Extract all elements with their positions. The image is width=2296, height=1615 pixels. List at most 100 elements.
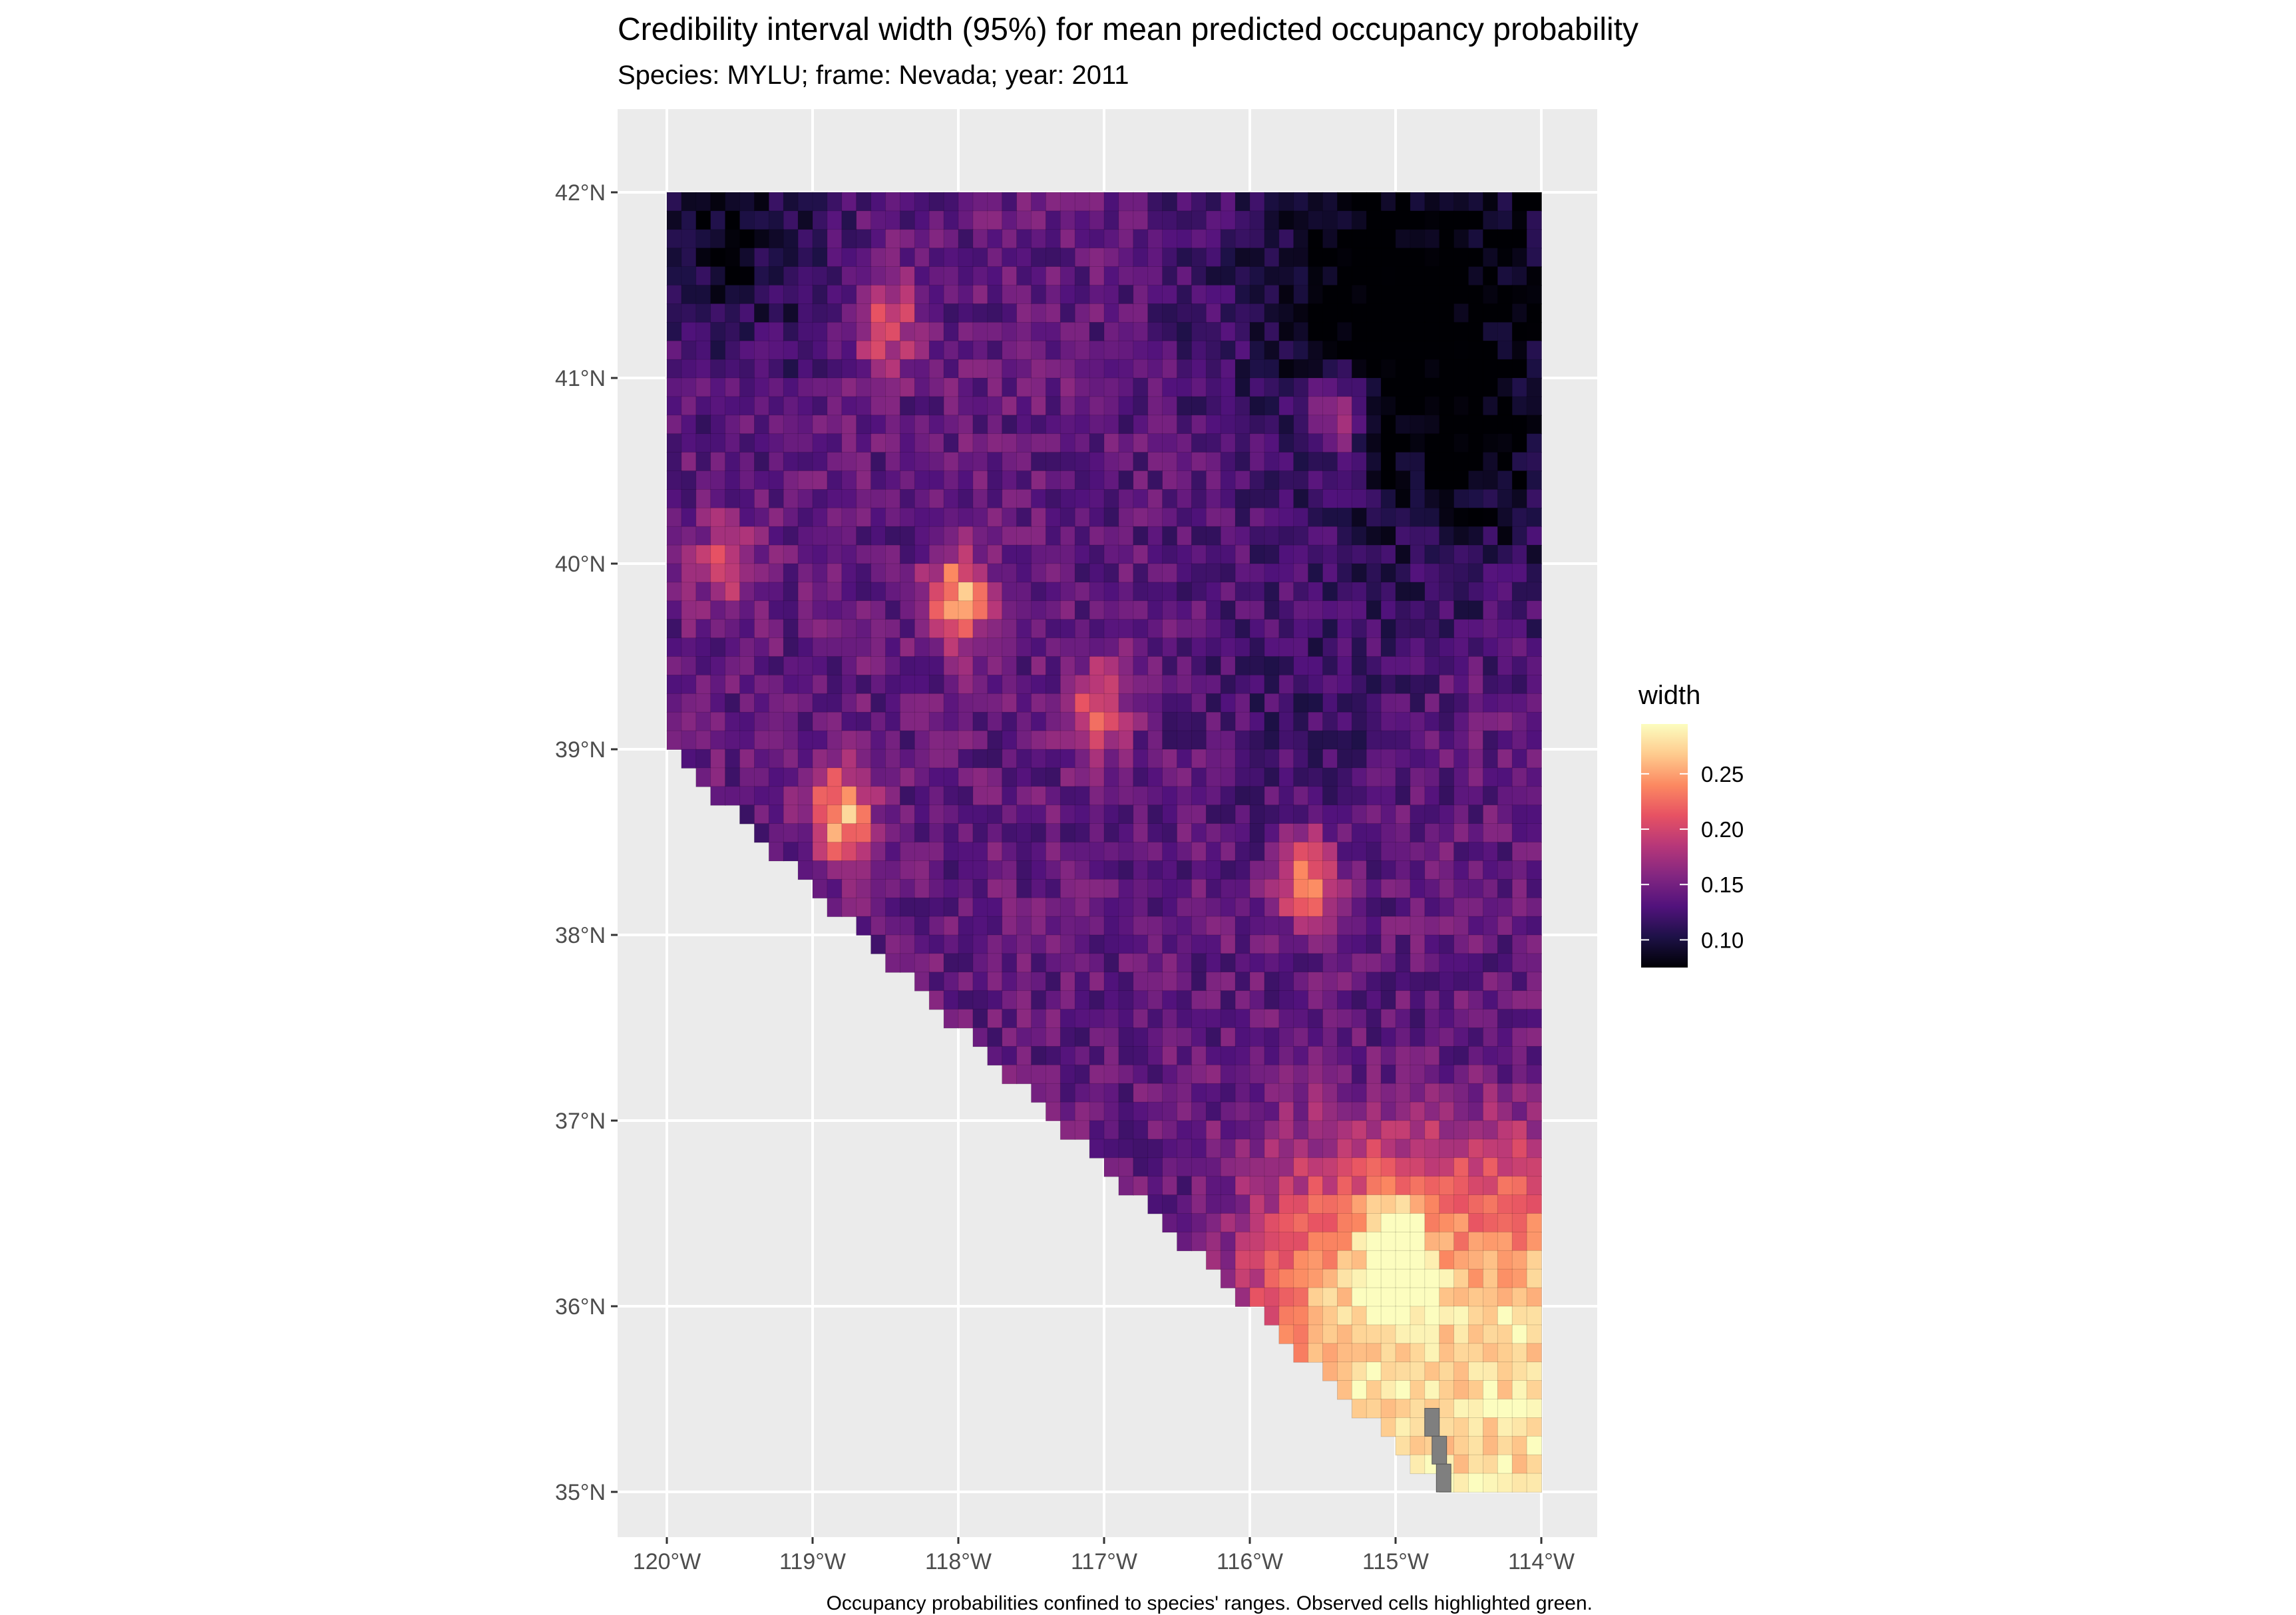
grid-cell (1497, 1435, 1513, 1456)
grid-cell (1337, 396, 1353, 416)
grid-cell (1526, 1101, 1543, 1121)
grid-cell (1337, 489, 1353, 509)
grid-cell (1380, 656, 1397, 676)
grid-cell (812, 600, 828, 620)
grid-cell (1133, 637, 1149, 657)
grid-cell (1089, 1083, 1105, 1103)
grid-cell (1424, 1380, 1440, 1400)
grid-cell (1511, 693, 1528, 713)
grid-cell (1395, 415, 1411, 435)
grid-cell (1235, 433, 1250, 453)
grid-cell (1133, 507, 1149, 528)
grid-cell (1322, 990, 1338, 1010)
grid-cell (914, 489, 930, 509)
grid-cell (666, 340, 682, 361)
grid-cell (666, 321, 682, 342)
grid-cell (725, 433, 741, 453)
grid-cell (1308, 749, 1324, 769)
grid-cell (768, 805, 785, 824)
grid-cell (768, 415, 785, 435)
grid-cell (1191, 563, 1207, 583)
grid-cell (1497, 1232, 1513, 1252)
grid-cell (1103, 303, 1119, 323)
grid-cell (914, 805, 930, 824)
grid-cell (1337, 878, 1353, 899)
grid-cell (1059, 526, 1076, 546)
grid-cell (1147, 619, 1163, 639)
grid-cell (1482, 285, 1499, 305)
grid-cell (943, 192, 959, 212)
grid-cell (1016, 619, 1032, 639)
grid-cell (1453, 619, 1469, 639)
grid-cell (987, 711, 1003, 732)
grid-cell (797, 656, 813, 676)
grid-cell (1103, 693, 1119, 713)
grid-cell (1235, 805, 1250, 824)
grid-cell (1380, 1009, 1397, 1029)
grid-cell (1133, 600, 1149, 620)
grid-cell (827, 229, 843, 249)
grid-cell (987, 470, 1003, 490)
grid-cell (797, 749, 813, 769)
grid-cell (1482, 637, 1499, 657)
grid-cell (1424, 656, 1440, 676)
grid-cell (1308, 526, 1324, 546)
grid-cell (1337, 1027, 1353, 1047)
grid-cell (1351, 805, 1368, 824)
grid-cell (1177, 1232, 1193, 1252)
grid-cell (1511, 1287, 1528, 1307)
grid-cell (1162, 1027, 1178, 1047)
grid-cell (1511, 489, 1528, 509)
grid-cell (1410, 303, 1426, 323)
grid-cell (1468, 321, 1484, 342)
grid-cell (1482, 1287, 1499, 1307)
grid-cell (1103, 1027, 1119, 1047)
grid-cell (1205, 470, 1222, 490)
grid-cell (1162, 730, 1178, 750)
grid-cell (1118, 1083, 1134, 1103)
grid-cell (1191, 1101, 1207, 1121)
grid-cell (1410, 1232, 1426, 1252)
grid-cell (1351, 878, 1368, 899)
grid-cell (1468, 1101, 1484, 1121)
grid-cell (1380, 897, 1397, 918)
grid-cell (1366, 675, 1382, 695)
grid-cell (1380, 321, 1397, 342)
grid-cell (1410, 1083, 1426, 1103)
grid-cell (812, 693, 828, 713)
grid-cell (1453, 285, 1469, 305)
grid-cell (1439, 897, 1455, 918)
grid-cell (885, 266, 901, 286)
grid-cell (797, 266, 813, 286)
grid-cell (739, 786, 755, 806)
grid-cell (1046, 916, 1061, 936)
grid-cell (1162, 972, 1178, 991)
grid-cell (695, 229, 711, 249)
grid-cell (841, 340, 857, 361)
grid-cell (1103, 730, 1119, 750)
grid-cell (1177, 749, 1193, 769)
grid-cell (1337, 1306, 1353, 1326)
grid-cell (1293, 415, 1309, 435)
grid-cell (754, 619, 770, 639)
grid-cell (1322, 1101, 1338, 1121)
grid-cell (1249, 526, 1265, 546)
grid-cell (1147, 563, 1163, 583)
grid-cell (870, 452, 886, 472)
grid-cell (1337, 1139, 1353, 1159)
grid-cell (1351, 675, 1368, 695)
grid-cell (1453, 675, 1469, 695)
grid-cell (972, 656, 988, 676)
grid-cell (1410, 1101, 1426, 1121)
grid-cell (1205, 990, 1222, 1010)
grid-cell (972, 563, 988, 583)
grid-cell (812, 675, 828, 695)
grid-cell (1235, 675, 1250, 695)
grid-cell (841, 359, 857, 379)
grid-cell (1191, 303, 1207, 323)
grid-cell (1322, 470, 1338, 490)
grid-cell (900, 860, 916, 880)
grid-cell (1031, 675, 1047, 695)
grid-cell (1220, 470, 1237, 490)
grid-cell (1410, 1361, 1426, 1381)
